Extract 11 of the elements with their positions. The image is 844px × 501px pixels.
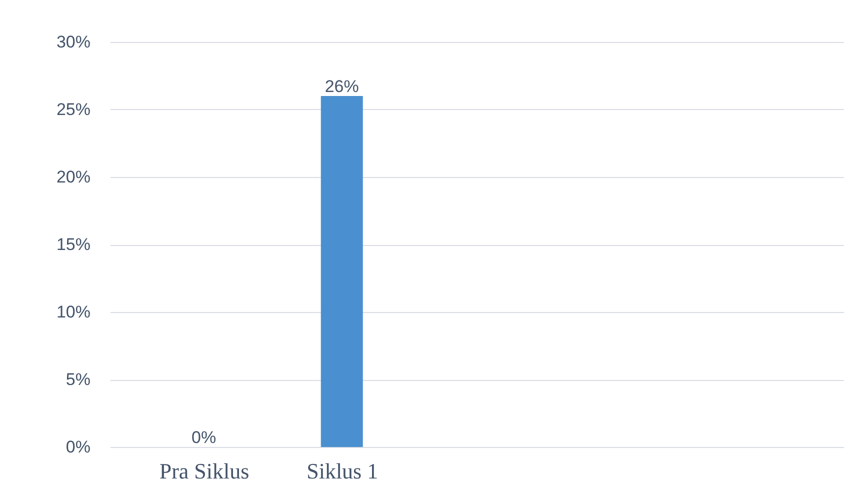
data-label: 26% bbox=[324, 77, 359, 96]
y-tick-label: 5% bbox=[66, 370, 90, 389]
y-tick-label: 15% bbox=[56, 235, 90, 254]
y-tick-label: 10% bbox=[56, 302, 90, 322]
x-tick-label: Pra Siklus bbox=[159, 458, 250, 484]
y-tick-label: 0% bbox=[66, 438, 90, 456]
y-tick-label: 25% bbox=[56, 100, 90, 119]
data-label: 0% bbox=[191, 428, 216, 447]
y-tick-label: 20% bbox=[56, 168, 90, 186]
y-tick-label: 30% bbox=[56, 32, 90, 52]
x-tick-label: Siklus 1 bbox=[306, 458, 378, 484]
